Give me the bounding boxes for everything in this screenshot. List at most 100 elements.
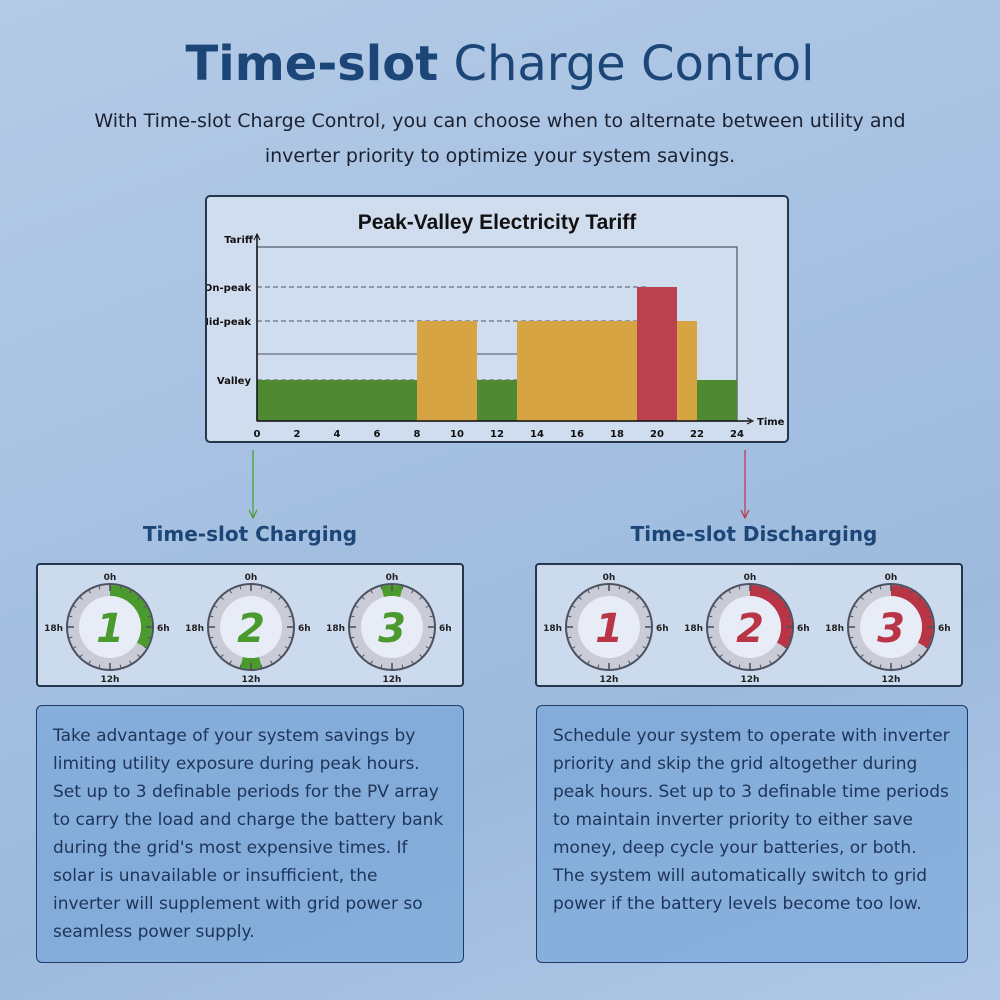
clock-tick xyxy=(777,654,781,658)
clock-hour-label: 18h xyxy=(326,624,345,634)
clock-tick xyxy=(910,660,913,665)
charging-description: Take advantage of your system savings by… xyxy=(36,705,464,963)
clock-tick xyxy=(628,589,631,594)
clock-tick xyxy=(738,664,741,669)
clock-number: 2 xyxy=(736,606,764,652)
x-tick-label: 6 xyxy=(374,429,381,440)
clock-tick xyxy=(79,654,83,658)
clock-tick xyxy=(425,605,430,608)
clock-tick xyxy=(759,664,762,669)
clock-tick xyxy=(98,585,101,590)
clock-tick xyxy=(419,596,423,600)
clock-tick xyxy=(728,589,731,594)
clock-tick xyxy=(719,654,723,658)
clock-hour-label: 0h xyxy=(386,573,399,583)
x-tick-label: 16 xyxy=(570,429,584,440)
clock-tick xyxy=(260,664,263,669)
clock-tick xyxy=(853,605,858,608)
clock-hour-label: 6h xyxy=(656,624,669,634)
x-tick-label: 18 xyxy=(610,429,624,440)
clock-tick xyxy=(571,605,576,608)
clock-tick xyxy=(777,596,781,600)
tariff-chart: Peak-Valley Electricity Tariff Valley Mid-… xyxy=(199,211,785,440)
bar-On-peak xyxy=(637,287,677,421)
clock-tick xyxy=(147,636,152,639)
clock-tick xyxy=(380,585,383,590)
discharging-clocks: 1 0h 12h 6h 18h 2 0h 12h 6h 18h 3 0h 12h 6h 18h xyxy=(535,563,963,687)
clock-tick xyxy=(220,654,224,658)
clock-tick xyxy=(401,585,404,590)
clock-hour-label: 18h xyxy=(684,624,703,634)
clock-tick xyxy=(567,615,572,618)
clock-hour-label: 0h xyxy=(603,573,616,583)
clock-tick xyxy=(143,646,148,649)
clock-tick xyxy=(849,615,854,618)
bar-Mid-peak xyxy=(417,321,477,421)
clock-tick xyxy=(642,646,647,649)
clock-tick xyxy=(924,646,929,649)
clock-tick xyxy=(769,660,772,665)
bar-Valley xyxy=(697,380,737,421)
clock-tick xyxy=(143,605,148,608)
clock-tick xyxy=(728,660,731,665)
clock-hour-label: 12h xyxy=(383,675,402,685)
clock-hour-label: 18h xyxy=(825,624,844,634)
clock-tick xyxy=(401,664,404,669)
clock-tick xyxy=(900,585,903,590)
clock-tick xyxy=(900,664,903,669)
clock-tick xyxy=(618,664,621,669)
bar-Mid-peak xyxy=(517,321,637,421)
y-tick-label: Mid-peak xyxy=(207,317,251,328)
clock-tick xyxy=(869,660,872,665)
clock-hour-label: 18h xyxy=(543,624,562,634)
clock-tick xyxy=(587,589,590,594)
clock-tick xyxy=(712,646,717,649)
clock-tick xyxy=(618,585,621,590)
clock-tick xyxy=(284,646,289,649)
clock-face xyxy=(361,596,423,658)
clock-hour-label: 18h xyxy=(185,624,204,634)
clock-tick xyxy=(260,585,263,590)
clock-tick xyxy=(597,664,600,669)
clock-tick xyxy=(350,615,355,618)
clock-tick xyxy=(787,615,792,618)
clock-tick xyxy=(787,636,792,639)
clock-tick xyxy=(783,646,788,649)
clock-tick xyxy=(88,589,91,594)
clock-tick xyxy=(918,654,922,658)
bar-Valley xyxy=(257,380,417,421)
clock-hour-label: 0h xyxy=(885,573,898,583)
clock-tick xyxy=(288,615,293,618)
clock-tick xyxy=(380,664,383,669)
x-tick-label: 20 xyxy=(650,429,664,440)
clock-time-slot xyxy=(891,585,933,648)
clock-tick xyxy=(88,660,91,665)
clock-tick xyxy=(646,636,651,639)
clock-face xyxy=(220,596,282,658)
clock-tick xyxy=(567,636,572,639)
clock-tick xyxy=(918,596,922,600)
clock-tick xyxy=(411,660,414,665)
clock-hour-label: 12h xyxy=(741,675,760,685)
clock-tick xyxy=(928,615,933,618)
clock-tick xyxy=(288,636,293,639)
clock-tick xyxy=(853,646,858,649)
x-tick-label: 24 xyxy=(730,429,744,440)
clock-tick xyxy=(910,589,913,594)
clock-tick xyxy=(147,615,152,618)
x-tick-label: 22 xyxy=(690,429,704,440)
clock-tick xyxy=(646,615,651,618)
clock-hour-label: 18h xyxy=(44,624,63,634)
clock-tick xyxy=(708,615,713,618)
clock-face xyxy=(719,596,781,658)
clock-tick xyxy=(284,605,289,608)
clock-tick xyxy=(587,660,590,665)
clock-tick xyxy=(119,664,122,669)
clock-tick xyxy=(419,654,423,658)
chart-title: Peak-Valley Electricity Tariff xyxy=(358,211,638,234)
x-tick-label: 2 xyxy=(294,429,301,440)
clock-tick xyxy=(860,596,864,600)
clock-tick xyxy=(137,596,141,600)
x-tick-label: 12 xyxy=(490,429,504,440)
